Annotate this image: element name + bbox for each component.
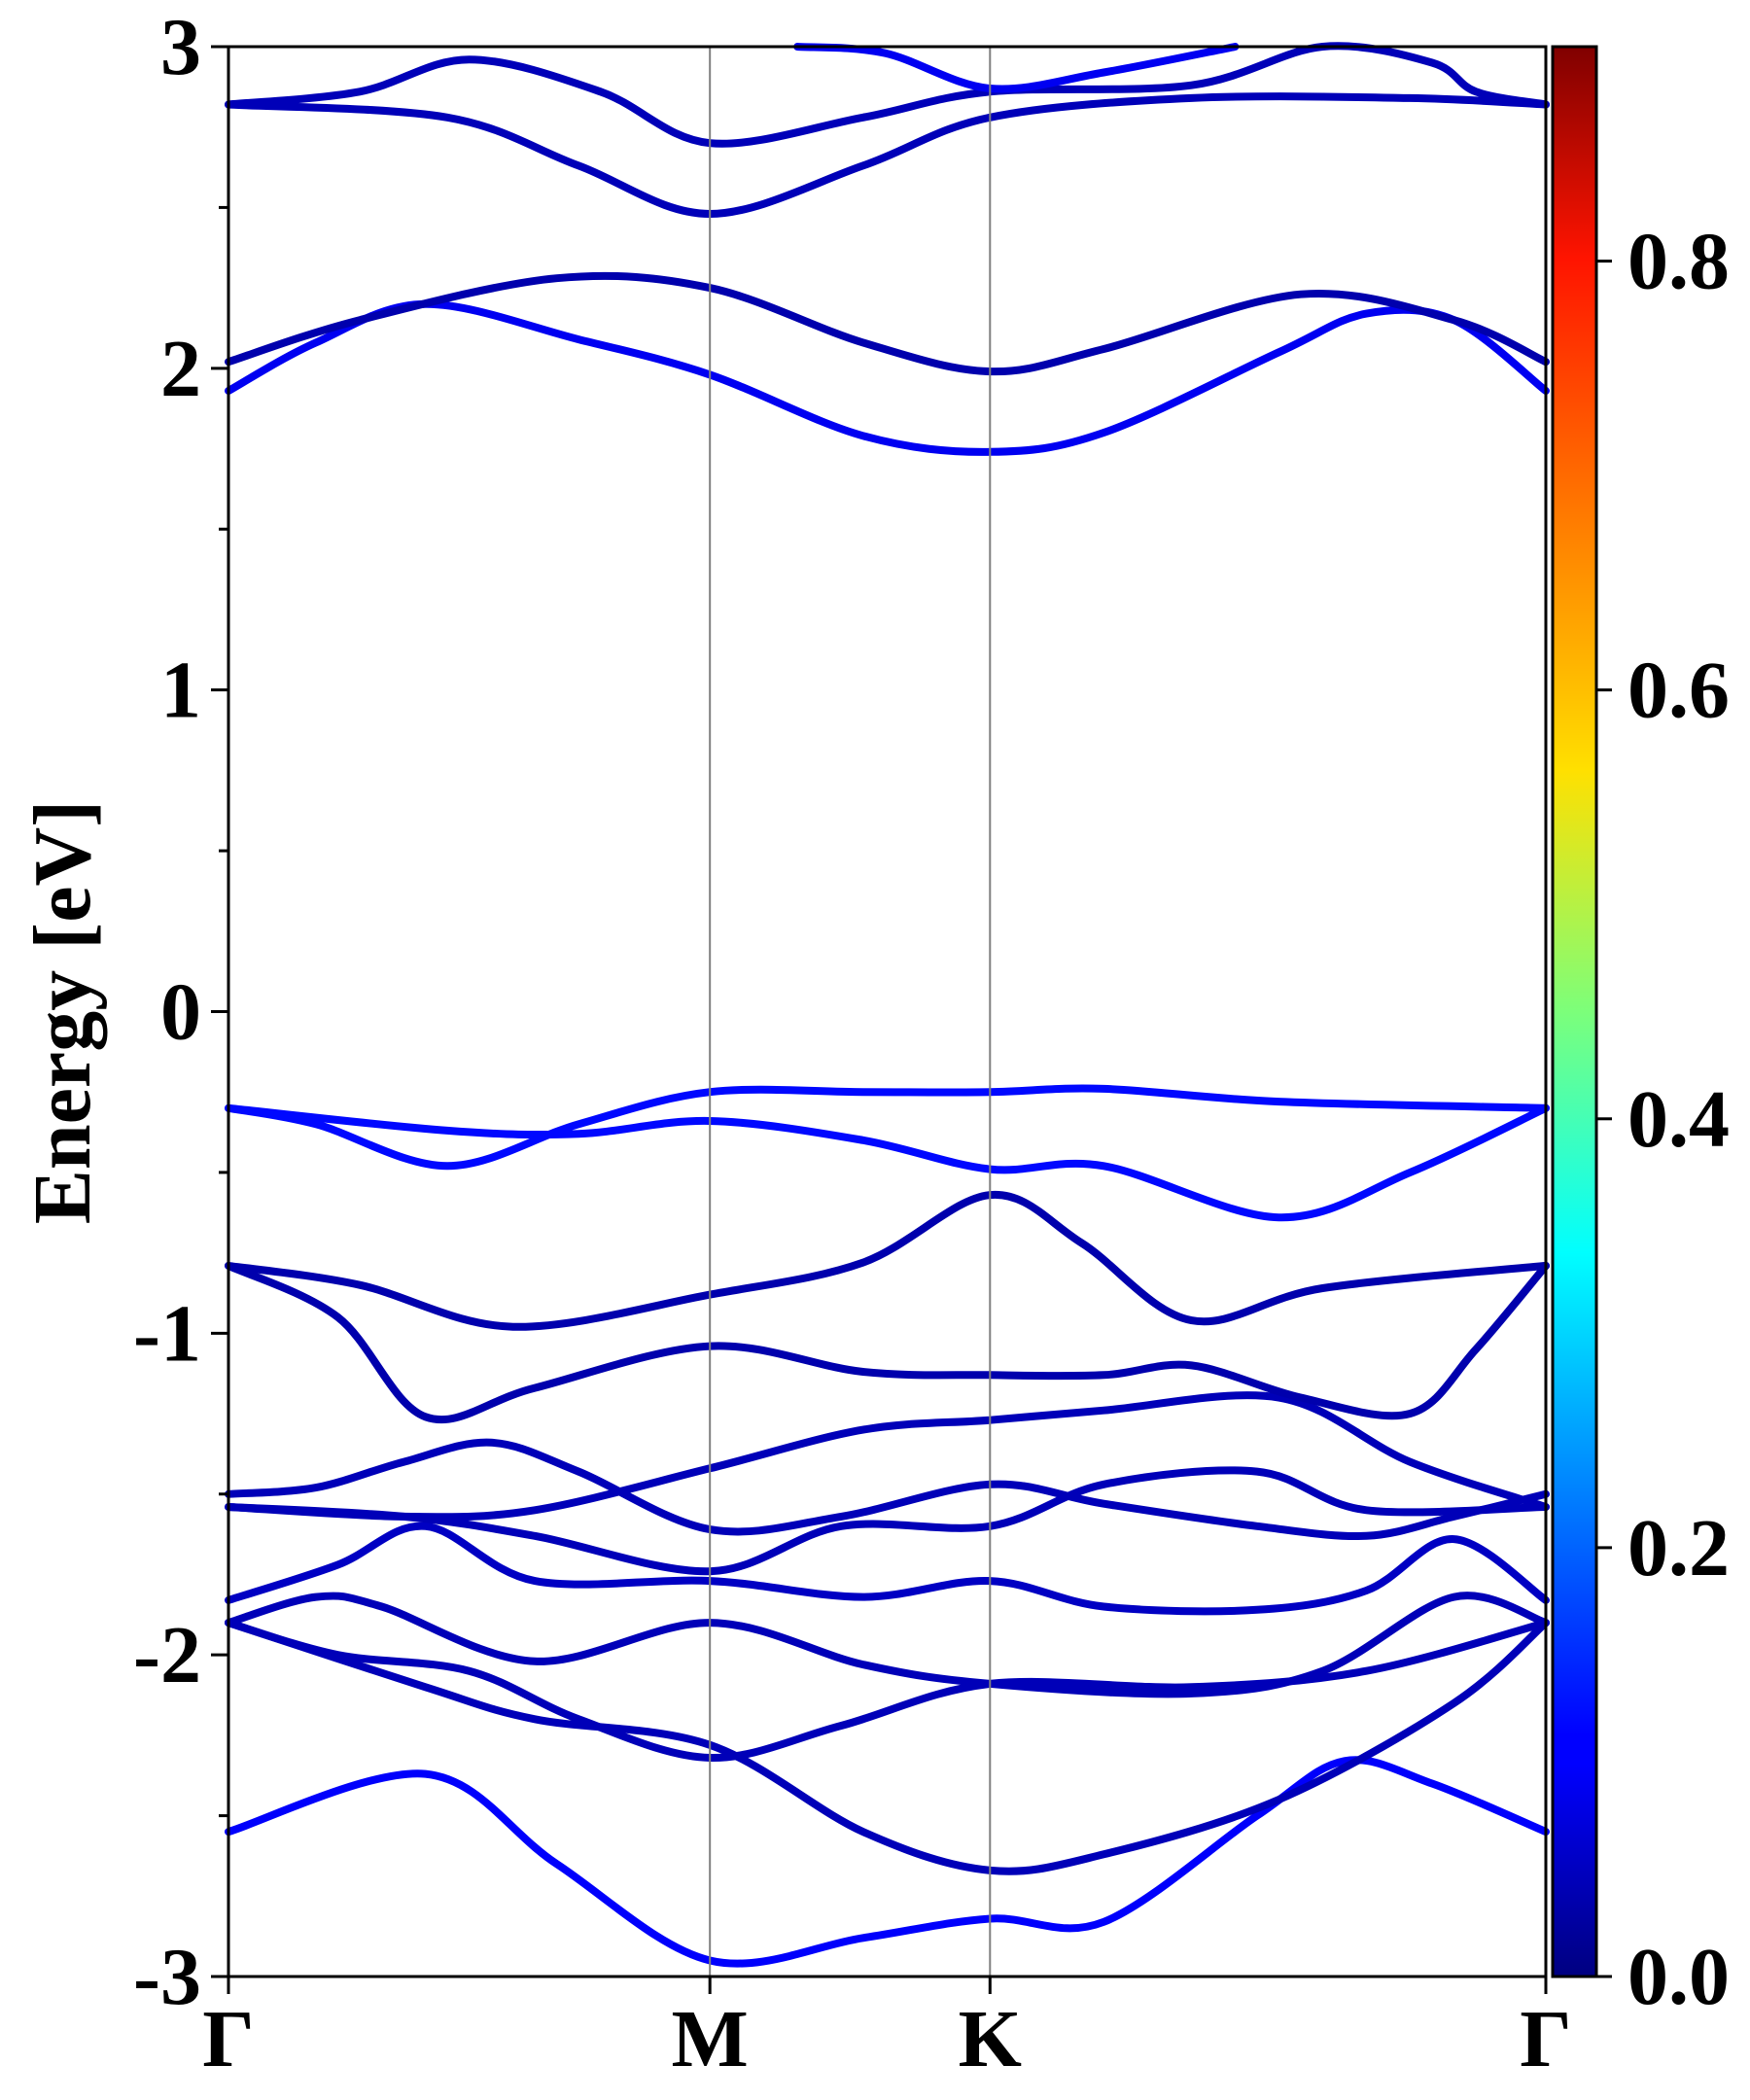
y-tick-label: 3: [160, 2, 201, 92]
band-line: [225, 1756, 1550, 1968]
band-line: [225, 1103, 1550, 1222]
y-tick-label: -2: [133, 1610, 201, 1700]
band-line: [793, 43, 1240, 93]
band-lines: [225, 42, 1550, 1968]
band-line: [225, 1619, 1550, 1875]
colorbar-tick-label: 0.0: [1628, 1932, 1730, 2022]
colorbar-tick-label: 0.8: [1628, 217, 1730, 307]
y-axis-label: Energy [eV]: [18, 800, 108, 1224]
x-tick-label: M: [672, 1994, 749, 2084]
colorbar-tick-label: 0.2: [1628, 1503, 1730, 1593]
x-tick-label: K: [959, 1994, 1022, 2084]
y-tick-label: -3: [133, 1932, 201, 2022]
high-symmetry-lines: [709, 47, 992, 1977]
band-line: [225, 1438, 1550, 1541]
band-line: [225, 1466, 1550, 1576]
colorbar: [1551, 45, 1598, 1978]
band-line: [225, 1522, 1550, 1616]
x-tick-label: Γ: [1520, 1994, 1571, 2084]
x-tick-label: Γ: [202, 1994, 254, 2084]
band-line: [225, 271, 1550, 376]
colorbar-axis: 0.0 0.2 0.4 0.6 0.8: [1596, 217, 1730, 2022]
colorbar-tick-label: 0.6: [1628, 646, 1730, 736]
y-tick-label: 0: [160, 967, 201, 1058]
band-line: [225, 1191, 1550, 1331]
band-line: [225, 299, 1550, 456]
colorbar-tick-label: 0.4: [1628, 1074, 1730, 1165]
y-tick-label: 1: [160, 646, 201, 736]
y-axis: -3 -2 -1 0 1 2 3: [133, 2, 228, 2022]
y-tick-label: 2: [160, 324, 201, 414]
band-line: [225, 1391, 1550, 1522]
band-line: [225, 42, 1550, 148]
y-tick-label: -1: [133, 1288, 201, 1379]
band-line: [225, 1261, 1550, 1424]
band-line: [225, 1592, 1550, 1698]
band-line: [225, 92, 1550, 218]
band-line: [225, 1084, 1550, 1171]
